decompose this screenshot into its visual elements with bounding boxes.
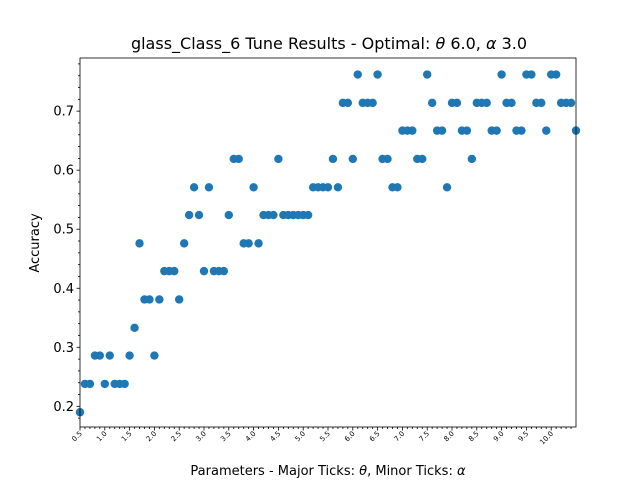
data-point <box>442 183 452 192</box>
data-point <box>517 126 526 135</box>
data-point <box>303 210 313 220</box>
data-point <box>452 98 462 108</box>
data-point <box>551 70 561 79</box>
data-point <box>179 239 189 248</box>
data-point <box>333 183 343 192</box>
data-point <box>244 239 253 248</box>
data-point <box>95 351 105 360</box>
chart-title-theta-value: 6.0, <box>445 34 486 53</box>
data-point <box>462 126 472 135</box>
data-point <box>383 154 392 164</box>
data-point <box>155 295 164 304</box>
data-point <box>427 98 437 108</box>
data-point <box>542 126 551 135</box>
y-axis-label: Accuracy <box>28 213 43 273</box>
data-point <box>175 295 184 304</box>
data-point <box>323 183 333 192</box>
data-point <box>467 154 477 164</box>
data-point <box>219 266 229 276</box>
data-point <box>269 210 278 220</box>
data-point <box>120 379 129 389</box>
data-point <box>145 295 154 304</box>
chart-title-prefix: glass_Class_6 Tune Results - Optimal: <box>131 34 436 54</box>
data-point <box>130 323 139 333</box>
data-point <box>353 70 362 79</box>
data-point <box>418 154 427 164</box>
data-point <box>254 239 263 248</box>
data-point <box>368 98 377 108</box>
y-tick-label: 0.6 <box>53 164 74 179</box>
data-point <box>507 98 516 108</box>
data-point <box>527 70 536 79</box>
data-point <box>423 70 432 79</box>
data-point <box>135 239 144 248</box>
data-point <box>194 210 204 220</box>
data-point <box>184 210 194 220</box>
data-point <box>482 98 491 108</box>
data-point <box>373 70 382 79</box>
data-point <box>105 351 114 360</box>
data-point <box>199 266 209 276</box>
y-tick-label: 0.2 <box>53 400 74 415</box>
data-point <box>437 126 447 135</box>
y-tick-label: 0.4 <box>53 282 74 297</box>
data-point <box>566 98 576 108</box>
data-point <box>348 154 357 164</box>
y-tick-label: 0.3 <box>53 341 74 356</box>
data-point <box>497 70 506 79</box>
data-point <box>204 183 214 192</box>
data-point <box>189 183 199 192</box>
y-tick-label: 0.7 <box>53 105 74 120</box>
data-point <box>408 126 417 135</box>
chart-title: glass_Class_6 Tune Results - Optimal: θ … <box>131 34 527 54</box>
chart-title-theta: θ <box>435 34 445 53</box>
data-point <box>85 379 95 389</box>
chart-title-alpha-value: 3.0 <box>497 34 528 53</box>
data-point <box>125 351 134 360</box>
data-point <box>224 210 233 220</box>
data-point <box>170 266 179 276</box>
axes-frame <box>79 57 577 428</box>
x-axis-label-alpha: α <box>457 464 466 479</box>
points-layer <box>75 70 581 417</box>
data-point <box>234 154 243 164</box>
x-axis-label-mid: , Minor Ticks: <box>367 464 457 479</box>
data-point <box>492 126 501 135</box>
chart-title-alpha: α <box>486 34 497 53</box>
y-tick-label: 0.5 <box>53 223 74 238</box>
data-point <box>274 154 283 164</box>
data-point <box>150 351 159 360</box>
data-point <box>343 98 353 108</box>
x-axis-label-prefix: Parameters - Major Ticks: <box>190 464 359 479</box>
data-point <box>249 183 258 192</box>
x-axis-label: Parameters - Major Ticks: θ, Minor Ticks… <box>190 464 466 479</box>
data-point <box>100 379 110 389</box>
x-axis-label-theta: θ <box>359 464 367 479</box>
plot-area: 0.20.30.40.50.60.70.5 1.0 1.5 2.0 2.5 3.0 3.5 4… <box>53 57 581 446</box>
data-point <box>328 154 338 164</box>
data-point <box>393 183 402 192</box>
data-point <box>537 98 546 108</box>
